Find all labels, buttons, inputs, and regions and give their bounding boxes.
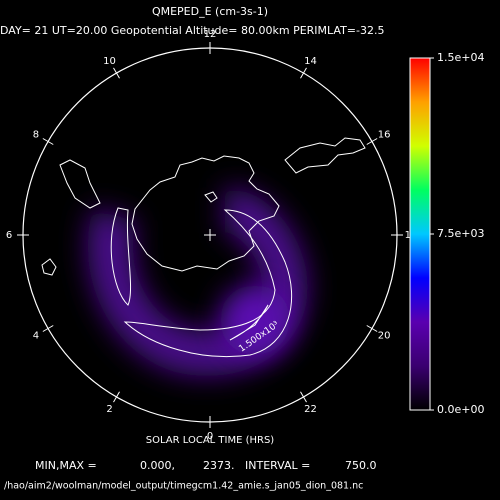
coastlines [41, 137, 366, 276]
hour-label: 16 [378, 130, 391, 141]
contour [123, 209, 292, 358]
min-value: 0.000, [140, 459, 175, 472]
hour-label: 2 [106, 404, 112, 415]
hour-label: 0 [207, 431, 213, 442]
contour [229, 304, 269, 341]
contour [110, 207, 132, 306]
interval-label: INTERVAL = [245, 459, 310, 472]
max-value: 2373. [203, 459, 235, 472]
file-path: /hao/aim2/woolman/model_output/timegcm1.… [4, 481, 363, 492]
hour-label: 12 [204, 29, 217, 40]
min-max-label: MIN,MAX = [35, 459, 97, 472]
hour-label: 10 [103, 56, 116, 67]
hour-label: 8 [33, 130, 39, 141]
interval-value: 750.0 [345, 459, 377, 472]
x-axis-label: SOLAR LOCAL TIME (HRS) [146, 435, 275, 446]
colorbar-label: 7.5e+03 [437, 227, 484, 240]
chart-title: QMEPED_E (cm-3s-1) [152, 5, 268, 18]
hour-tick [42, 325, 54, 332]
hour-label: 14 [304, 56, 317, 67]
hour-tick [300, 67, 307, 79]
subtitle: DAY= 21 UT=20.00 Geopotential Altitude= … [0, 24, 384, 37]
hour-label: 4 [33, 331, 39, 342]
hour-label: 22 [304, 404, 317, 415]
hour-tick [366, 325, 378, 332]
hour-tick [366, 138, 378, 145]
hour-tick [42, 138, 54, 145]
colorbar-label: 1.5e+04 [437, 51, 484, 64]
hour-tick [300, 391, 307, 403]
hour-label: 6 [6, 230, 12, 241]
hour-tick [113, 391, 120, 403]
hour-label: 20 [378, 331, 391, 342]
colorbar-label: 0.0e+00 [437, 403, 484, 416]
colorbar [409, 57, 431, 411]
hour-tick [113, 67, 120, 79]
